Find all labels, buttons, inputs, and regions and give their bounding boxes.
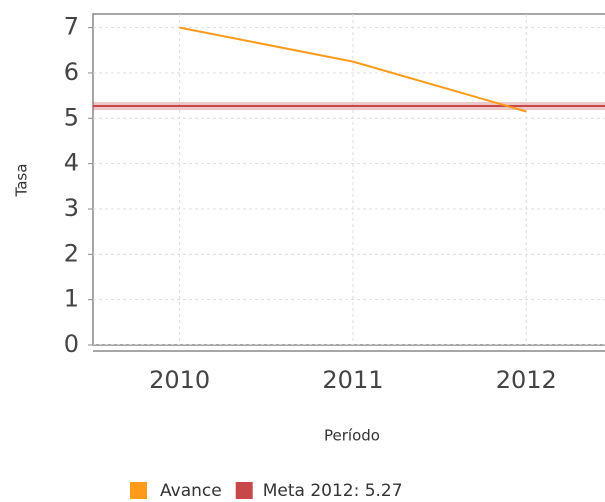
y-tick-label: 5 [64, 103, 79, 131]
y-tick-label: 6 [64, 58, 79, 86]
x-axis-title: Período [324, 427, 380, 445]
x-tick-label: 2010 [149, 366, 210, 394]
plot-area [92, 13, 605, 346]
y-tick-label: 1 [64, 285, 79, 313]
legend-label: Avance [160, 481, 222, 501]
legend-label: Meta 2012: 5.27 [263, 481, 403, 501]
x-tick-label: 2012 [496, 366, 557, 394]
legend-swatch [130, 482, 147, 499]
legend-swatch [235, 482, 253, 499]
series-line [179, 26, 527, 113]
plot-layer [93, 14, 605, 345]
y-tick-label: 7 [64, 13, 79, 41]
y-tick-label: 0 [64, 330, 79, 358]
y-tick-label: 3 [64, 194, 79, 222]
y-tick-label: 2 [64, 239, 79, 267]
x-tick-label: 2011 [322, 366, 383, 394]
y-tick-label: 4 [64, 149, 79, 177]
y-axis-title: Tasa [13, 164, 31, 198]
